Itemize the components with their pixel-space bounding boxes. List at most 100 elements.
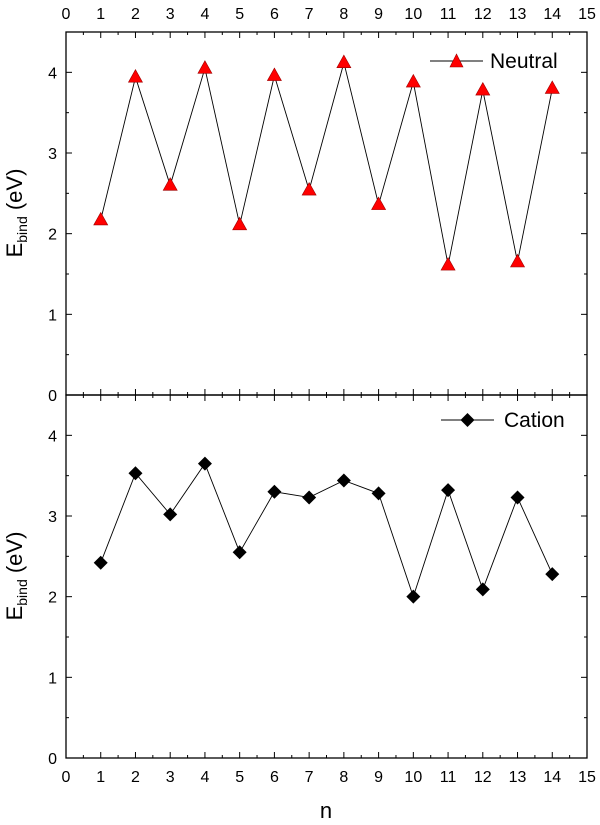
- cation-plot-frame: [65, 394, 588, 759]
- neutral-x-tick-label: 4: [200, 6, 209, 23]
- x-axis-label: n: [320, 798, 332, 823]
- neutral-data-point: [475, 81, 491, 96]
- cation-data-point: [371, 486, 386, 501]
- cation-y-axis-label: Ebind (eV): [2, 532, 30, 621]
- neutral-y-tick-label: 4: [48, 65, 57, 82]
- cation-x-tick-label: 8: [339, 769, 348, 786]
- cation-data-point: [197, 456, 212, 471]
- cation-data-point: [406, 589, 421, 604]
- neutral-data-point: [197, 60, 213, 74]
- cation-x-tick-label: 13: [509, 769, 527, 786]
- neutral-top-x-tick-labels: 0 1 2 3 4 5 6 7 8 9 10 11 12 13 14 15: [62, 6, 596, 23]
- neutral-plot-frame: [65, 31, 588, 396]
- cation-y-tick-label: 3: [48, 509, 57, 526]
- cation-x-tick-label: 3: [166, 769, 175, 786]
- cation-x-tick-label: 10: [404, 769, 422, 786]
- neutral-y-tick-label: 1: [48, 307, 57, 324]
- neutral-y-tick-label: 0: [48, 388, 57, 405]
- cation-y-label-main: E: [2, 606, 27, 621]
- neutral-data-point: [371, 196, 387, 210]
- neutral-legend-label: Neutral: [490, 50, 558, 73]
- cation-data-point: [232, 545, 247, 560]
- neutral-y-label-main: E: [2, 243, 27, 258]
- cation-x-tick-label: 15: [578, 769, 596, 786]
- neutral-data-point: [93, 211, 109, 226]
- neutral-y-tick-label: 3: [48, 146, 57, 163]
- cation-x-tick-label: 11: [440, 769, 457, 786]
- cation-y-tick-labels: 0 1 2 3 4: [48, 428, 57, 768]
- cation-legend-label: Cation: [504, 409, 565, 432]
- neutral-x-tick-label: 13: [509, 6, 527, 23]
- cation-x-tick-label: 14: [543, 769, 561, 786]
- cation-data-point: [545, 567, 560, 582]
- neutral-ticks: [65, 31, 588, 396]
- cation-series-line: [100, 462, 553, 599]
- cation-ticks: [65, 394, 588, 759]
- cation-data-point: [510, 490, 525, 505]
- neutral-x-tick-label: 9: [374, 6, 383, 23]
- neutral-data-point: [266, 67, 282, 81]
- cation-y-label-subscript: bind: [14, 579, 30, 605]
- neutral-x-tick-label: 10: [404, 6, 422, 23]
- neutral-data-point: [440, 257, 456, 271]
- neutral-x-tick-label: 14: [543, 6, 561, 23]
- cation-x-tick-label: 1: [96, 769, 105, 786]
- cation-data-point: [267, 484, 282, 499]
- cation-x-tick-label: 7: [305, 769, 314, 786]
- neutral-series-markers: [93, 54, 560, 271]
- cation-data-point: [336, 473, 351, 488]
- cation-y-tick-label: 2: [48, 590, 57, 607]
- neutral-series-line: [100, 60, 553, 266]
- neutral-x-tick-label: 12: [474, 6, 492, 23]
- cation-x-tick-label: 4: [200, 769, 209, 786]
- neutral-data-point: [405, 73, 421, 88]
- neutral-x-tick-label: 15: [578, 6, 596, 23]
- cation-data-point: [93, 555, 108, 570]
- cation-x-tick-label: 9: [374, 769, 383, 786]
- neutral-data-point: [162, 177, 178, 191]
- cation-data-point: [475, 582, 490, 597]
- neutral-data-point: [232, 216, 248, 231]
- neutral-x-tick-label: 11: [440, 6, 457, 23]
- neutral-y-tick-label: 2: [48, 227, 57, 244]
- neutral-x-tick-label: 5: [235, 6, 244, 23]
- cation-data-point: [163, 507, 178, 522]
- neutral-y-tick-labels: 0 1 2 3 4: [48, 65, 57, 405]
- neutral-data-point: [127, 69, 143, 83]
- cation-data-point: [128, 466, 143, 481]
- cation-y-tick-label: 0: [48, 751, 57, 768]
- neutral-data-point: [510, 253, 526, 268]
- cation-data-point: [441, 483, 456, 498]
- cation-series-markers: [93, 456, 560, 604]
- cation-x-tick-label: 0: [62, 769, 71, 786]
- cation-y-label-unit: (eV): [2, 532, 27, 580]
- neutral-x-tick-label: 2: [131, 6, 140, 23]
- neutral-data-point: [544, 80, 560, 94]
- neutral-x-tick-label: 7: [305, 6, 314, 23]
- cation-x-tick-label: 5: [235, 769, 244, 786]
- neutral-data-point: [336, 54, 352, 68]
- cation-x-tick-label: 12: [474, 769, 492, 786]
- cation-x-tick-label: 6: [270, 769, 279, 786]
- neutral-x-tick-label: 0: [62, 6, 71, 23]
- neutral-x-tick-label: 6: [270, 6, 279, 23]
- cation-x-tick-labels: 0 1 2 3 4 5 6 7 8 9 10 11 12 13 14 15: [62, 769, 596, 786]
- neutral-legend: Neutral: [430, 50, 558, 73]
- cation-legend-marker: [460, 413, 475, 427]
- cation-y-tick-label: 1: [48, 670, 57, 687]
- neutral-y-label-subscript: bind: [14, 216, 30, 242]
- neutral-legend-marker: [449, 53, 464, 68]
- neutral-x-tick-label: 1: [96, 6, 105, 23]
- neutral-y-label-unit: (eV): [2, 169, 27, 217]
- neutral-x-tick-label: 3: [166, 6, 175, 23]
- cation-data-point: [302, 490, 317, 505]
- cation-x-tick-label: 2: [131, 769, 140, 786]
- neutral-data-point: [301, 181, 317, 196]
- cation-legend: Cation: [441, 409, 565, 432]
- neutral-x-tick-label: 8: [339, 6, 348, 23]
- cation-y-tick-label: 4: [48, 428, 57, 445]
- neutral-y-axis-label: Ebind (eV): [2, 169, 30, 258]
